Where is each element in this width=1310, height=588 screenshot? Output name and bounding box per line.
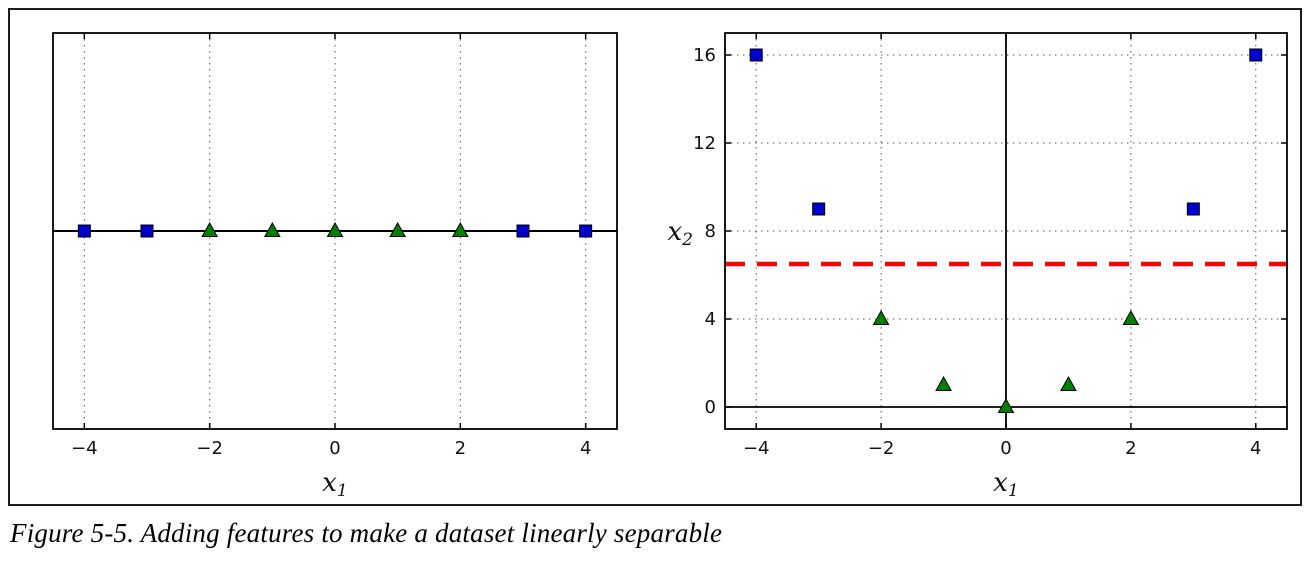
x-tick-label: −4 xyxy=(71,438,98,459)
data-point-positive-class-triangles xyxy=(451,221,469,237)
y-tick-label: 8 xyxy=(705,221,716,242)
data-point-negative-class-squares xyxy=(1249,48,1263,62)
y-tick-label: 4 xyxy=(705,309,716,330)
data-point-negative-class-squares xyxy=(749,48,763,62)
data-point-positive-class-triangles xyxy=(201,221,219,237)
data-point-negative-class-squares xyxy=(77,224,91,238)
figure-caption: Figure 5-5. Adding features to make a da… xyxy=(10,518,723,548)
data-point-positive-class-triangles xyxy=(997,397,1015,413)
x-tick-label: −2 xyxy=(868,438,895,459)
x-tick-label: 2 xyxy=(1125,438,1136,459)
figure-plots-svg: −4 −2 0 2 4 x1 −4 −2 0 2 4 0 4 8 12 16 x1 x2 xyxy=(52,32,1288,501)
x-tick-label: −4 xyxy=(743,438,770,459)
left-plot: −4 −2 0 2 4 x1 xyxy=(52,32,618,501)
data-point-positive-class-triangles xyxy=(935,375,952,391)
x-tick-label: 0 xyxy=(1000,438,1011,459)
y-axis-label: x2 xyxy=(668,217,694,250)
data-point-negative-class-squares xyxy=(140,224,154,238)
x-axis-label: x1 xyxy=(322,468,348,501)
right-plot: −4 −2 0 2 4 0 4 8 12 16 x1 x2 xyxy=(668,32,1288,501)
data-point-positive-class-triangles xyxy=(872,309,890,325)
data-point-positive-class-triangles xyxy=(1060,375,1077,391)
x-tick-label: 4 xyxy=(580,438,591,459)
data-point-positive-class-triangles xyxy=(389,221,407,237)
x-tick-label: 4 xyxy=(1250,438,1261,459)
x-tick-label: 0 xyxy=(329,438,340,459)
data-point-negative-class-squares xyxy=(579,224,593,238)
y-tick-label: 0 xyxy=(705,397,716,418)
data-point-positive-class-triangles xyxy=(1122,309,1140,325)
data-point-negative-class-squares xyxy=(812,202,826,216)
y-tick-label: 12 xyxy=(693,133,716,154)
y-tick-label: 16 xyxy=(693,45,716,66)
x-tick-label: 2 xyxy=(455,438,466,459)
data-point-positive-class-triangles xyxy=(263,221,281,237)
x-axis-label: x1 xyxy=(993,468,1019,501)
x-tick-label: −2 xyxy=(196,438,223,459)
data-point-positive-class-triangles xyxy=(326,221,344,237)
data-point-negative-class-squares xyxy=(516,224,530,238)
data-point-negative-class-squares xyxy=(1186,202,1200,216)
figure-border: −4 −2 0 2 4 x1 −4 −2 0 2 4 0 4 8 12 16 x1 x2 xyxy=(8,8,1302,506)
